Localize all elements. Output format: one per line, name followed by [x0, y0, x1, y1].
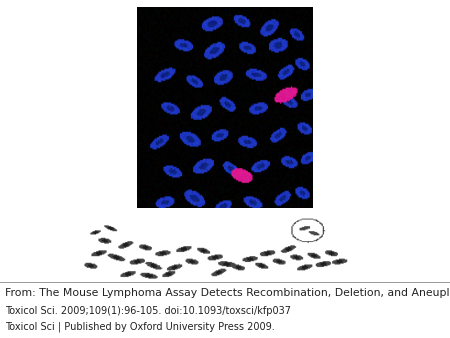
Text: Toxicol Sci. 2009;109(1):96-105. doi:10.1093/toxsci/kfp037: Toxicol Sci. 2009;109(1):96-105. doi:10.… [5, 306, 292, 316]
Text: From: The Mouse Lymphoma Assay Detects Recombination, Deletion, and Aneuploidy: From: The Mouse Lymphoma Assay Detects R… [5, 288, 450, 298]
Text: Toxicol Sci | Published by Oxford University Press 2009.: Toxicol Sci | Published by Oxford Univer… [5, 322, 275, 332]
